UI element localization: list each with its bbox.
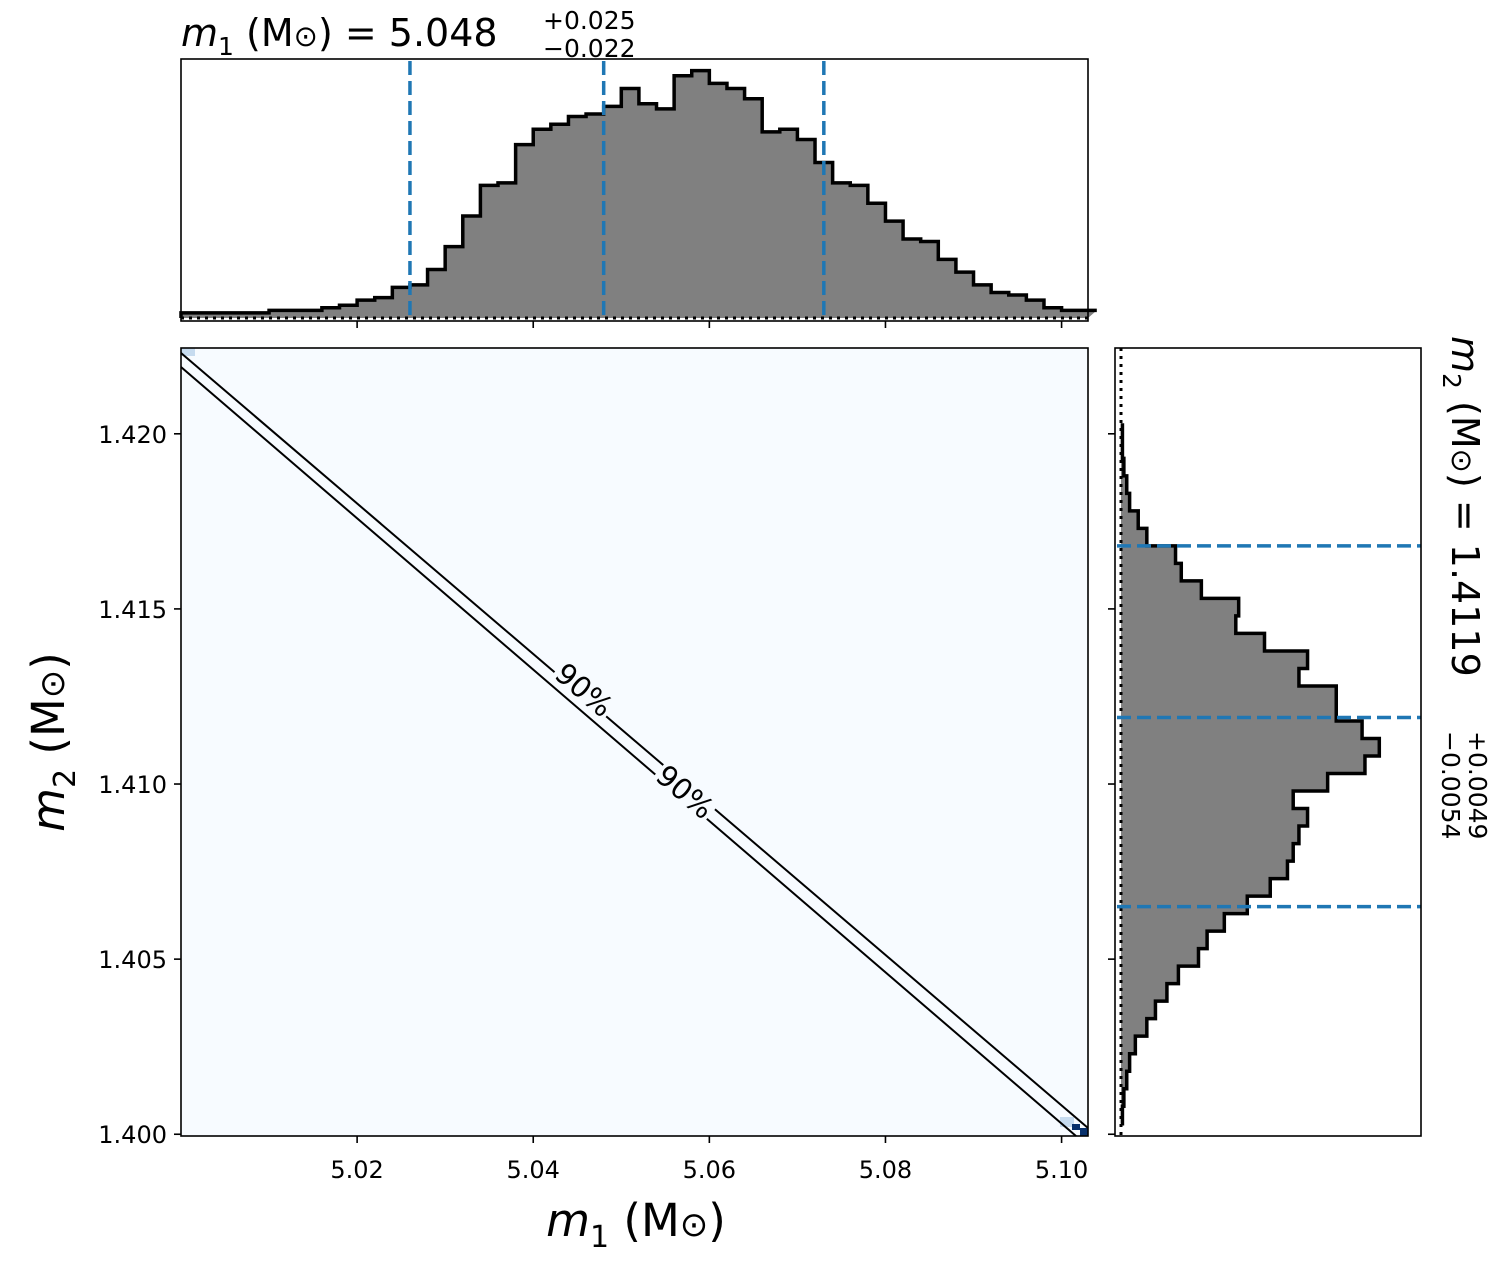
joint-x-axis-label: m1 (M⊙)	[546, 1194, 726, 1255]
m1-histogram	[179, 68, 1097, 319]
joint-xtick-label-3: 5.08	[859, 1156, 912, 1184]
joint-ytick-label-3: 1.415	[98, 596, 167, 624]
m1-panel-frame	[180, 58, 1089, 322]
joint-ytick-label-1: 1.405	[98, 946, 167, 974]
m1-quantile-lines	[408, 61, 826, 321]
svg-text:m2 (M⊙) = 1.4119: m2 (M⊙) = 1.4119	[1437, 336, 1487, 677]
contour-upper	[180, 352, 1089, 1129]
m2-histogram-outline	[1120, 423, 1382, 1126]
joint-y-ticks: 1.400 1.405 1.410 1.415 1.420	[98, 421, 181, 1149]
joint-corner-cell-bottom2	[1080, 1128, 1088, 1136]
joint-y-axis-label: m2 (M⊙)	[22, 652, 83, 832]
m1-histogram-outline	[179, 68, 1097, 318]
joint-panel-frame	[180, 347, 1089, 1137]
joint-x-ticks: 5.02 5.04 5.06 5.08 5.10	[330, 1136, 1088, 1184]
joint-ytick-label-2: 1.410	[98, 771, 167, 799]
contour-lower	[180, 366, 1077, 1137]
m1-plus-error: +0.025	[543, 6, 636, 35]
m2-histogram-fill	[1121, 423, 1380, 1124]
m2-marginal-panel: m2 (M⊙) = 1.4119 +0.0049 −0.0054	[1108, 336, 1492, 1137]
joint-panel: 90% 90% 5.02 5.04 5.06 5.08 5.10 1.4001.4051…	[22, 347, 1089, 1255]
joint-xtick-label-2: 5.06	[683, 1156, 736, 1184]
m1-marginal-title: m1 (M⊙) = 5.048	[181, 11, 498, 61]
m1-marginal-panel: m1 (M⊙) = 5.048 +0.025 −0.022	[179, 6, 1097, 328]
m2-minus-error: −0.0054	[1436, 731, 1465, 839]
joint-xtick-label-1: 5.04	[507, 1156, 560, 1184]
joint-xtick-label-0: 5.02	[330, 1156, 383, 1184]
m1-minus-error: −0.022	[543, 34, 636, 63]
joint-background	[181, 348, 1088, 1136]
m2-histogram	[1120, 423, 1382, 1126]
m2-panel-frame	[1114, 347, 1422, 1137]
m1-ticks	[356, 321, 1063, 328]
m2-ticks	[1108, 433, 1115, 1136]
m2-marginal-title: m2 (M⊙) = 1.4119 +0.0049 −0.0054	[1436, 336, 1492, 839]
joint-ytick-label-4: 1.420	[98, 421, 167, 449]
m1-histogram-fill	[181, 70, 1097, 319]
m2-quantile-lines	[1117, 544, 1421, 909]
joint-corner-cell-bottom-light	[1060, 1117, 1074, 1127]
joint-xtick-label-4: 5.10	[1035, 1156, 1088, 1184]
joint-corner-cell-top	[181, 348, 195, 356]
m2-plus-error: +0.0049	[1463, 731, 1492, 839]
joint-corner-cell-bottom	[1072, 1124, 1080, 1130]
joint-ytick-label-0: 1.400	[98, 1121, 167, 1149]
